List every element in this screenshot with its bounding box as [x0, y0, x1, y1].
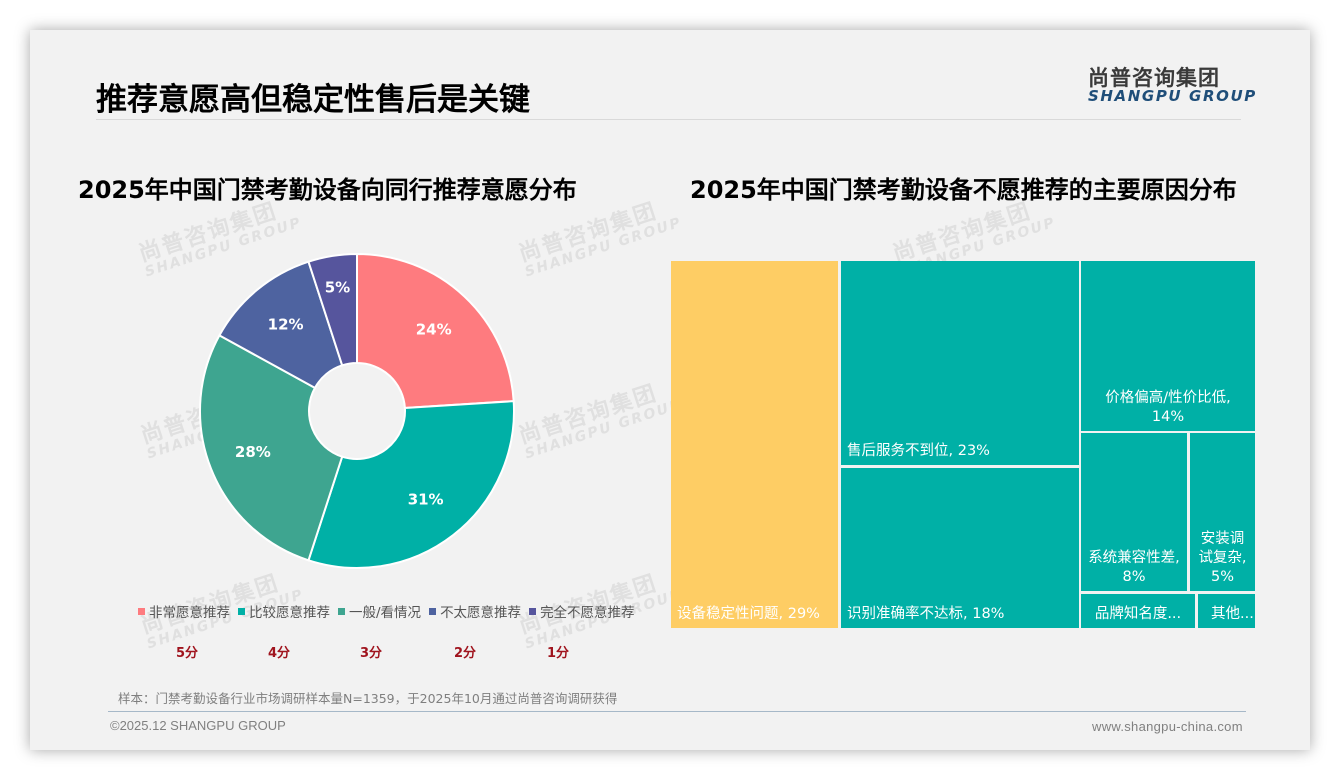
- legend-label: 非常愿意推荐: [149, 605, 230, 621]
- score-label: 2分: [454, 646, 477, 661]
- page-title: 推荐意愿高但稳定性售后是关键: [96, 82, 530, 118]
- legend-label: 比较愿意推荐: [249, 605, 330, 621]
- donut-slice: [218, 260, 344, 390]
- legend-item: 比较愿意推荐: [238, 601, 330, 621]
- tile-label: 品牌知名度...: [1094, 606, 1182, 622]
- tile-label: 安装调: [1200, 531, 1245, 547]
- donut-slice: [307, 252, 358, 367]
- donut-slice: [356, 252, 515, 410]
- legend-item: 不太愿意推荐: [429, 601, 521, 621]
- tile-label: 5%: [1210, 569, 1234, 585]
- tile-label: 8%: [1122, 569, 1146, 585]
- score-label: 3分: [360, 646, 383, 661]
- slice-label: 24%: [416, 320, 452, 338]
- legend-swatch: [238, 607, 245, 615]
- legend-swatch: [529, 607, 537, 615]
- right-chart-title: 2025年中国门禁考勤设备不愿推荐的主要原因分布: [690, 176, 1237, 204]
- website-link[interactable]: www.shangpu-china.com: [1092, 719, 1243, 734]
- title-divider: [96, 119, 1241, 120]
- tile-label: 识别准确率不达标, 18%: [847, 606, 1005, 622]
- score-label: 1分: [547, 646, 570, 661]
- left-chart-title: 2025年中国门禁考勤设备向同行推荐意愿分布: [78, 176, 577, 204]
- score-label: 4分: [268, 646, 291, 661]
- legend-label: 一般/看情况: [349, 605, 422, 621]
- treemap-tile-after-sales: 售后服务不到位, 23%: [841, 261, 1079, 465]
- treemap-tile-price: 价格偏高/性价比低, 14%: [1081, 261, 1255, 431]
- legend-item: 完全不愿意推荐: [529, 601, 635, 621]
- score-label: 5分: [176, 646, 199, 661]
- treemap-tile-other: 其他...: [1198, 594, 1255, 628]
- donut-chart: 24% 31% 28% 12% 5%: [199, 252, 515, 569]
- treemap-tile-brand: 品牌知名度...: [1081, 594, 1195, 628]
- slice-label: 5%: [325, 279, 350, 297]
- footer-divider: [108, 711, 1246, 712]
- tile-label: 其他...: [1211, 606, 1254, 622]
- donut-legend: 非常愿意推荐 比较愿意推荐 一般/看情况 不太愿意推荐 完全不愿意推荐: [138, 601, 635, 621]
- treemap-tile-installation: 安装调 试复杂, 5%: [1190, 433, 1255, 591]
- treemap-tile-compatibility: 系统兼容性差, 8%: [1081, 433, 1187, 591]
- copyright: ©2025.12 SHANGPU GROUP: [110, 718, 286, 733]
- legend-swatch: [138, 607, 145, 615]
- sample-note: 样本：门禁考勤设备行业市场调研样本量N=1359，于2025年10月通过尚普咨询…: [118, 691, 618, 706]
- slice-label: 12%: [268, 316, 304, 334]
- slice-label: 31%: [408, 490, 444, 508]
- legend-label: 不太愿意推荐: [440, 605, 522, 621]
- tile-label: 系统兼容性差,: [1088, 550, 1180, 566]
- slice-label: 28%: [235, 443, 271, 461]
- tile-label: 14%: [1151, 409, 1185, 425]
- legend-label: 完全不愿意推荐: [540, 605, 635, 621]
- tile-label: 价格偏高/性价比低,: [1105, 390, 1231, 406]
- tile-label: 试复杂,: [1198, 550, 1247, 566]
- legend-item: 一般/看情况: [338, 601, 421, 621]
- slide: 尚普咨询集团 SHANGPU GROUP 尚普咨询集团 SHANGPU GROUP …: [30, 30, 1310, 750]
- tile-label: 设备稳定性问题, 29%: [677, 606, 820, 622]
- treemap-tile-stability: 设备稳定性问题, 29%: [671, 261, 838, 628]
- treemap-chart: 设备稳定性问题, 29% 售后服务不到位, 23% 识别准确率不达标, 18% …: [671, 261, 1255, 628]
- tile-label: 售后服务不到位, 23%: [847, 443, 990, 459]
- logo-en: SHANGPU GROUP: [1088, 87, 1257, 105]
- legend-item: 非常愿意推荐: [138, 601, 230, 621]
- legend-swatch: [338, 607, 345, 615]
- legend-swatch: [429, 607, 437, 615]
- logo-cn: 尚普咨询集团: [1088, 66, 1220, 90]
- donut-slice: [307, 400, 515, 569]
- treemap-tile-recognition: 识别准确率不达标, 18%: [841, 468, 1079, 628]
- donut-slice: [199, 334, 344, 562]
